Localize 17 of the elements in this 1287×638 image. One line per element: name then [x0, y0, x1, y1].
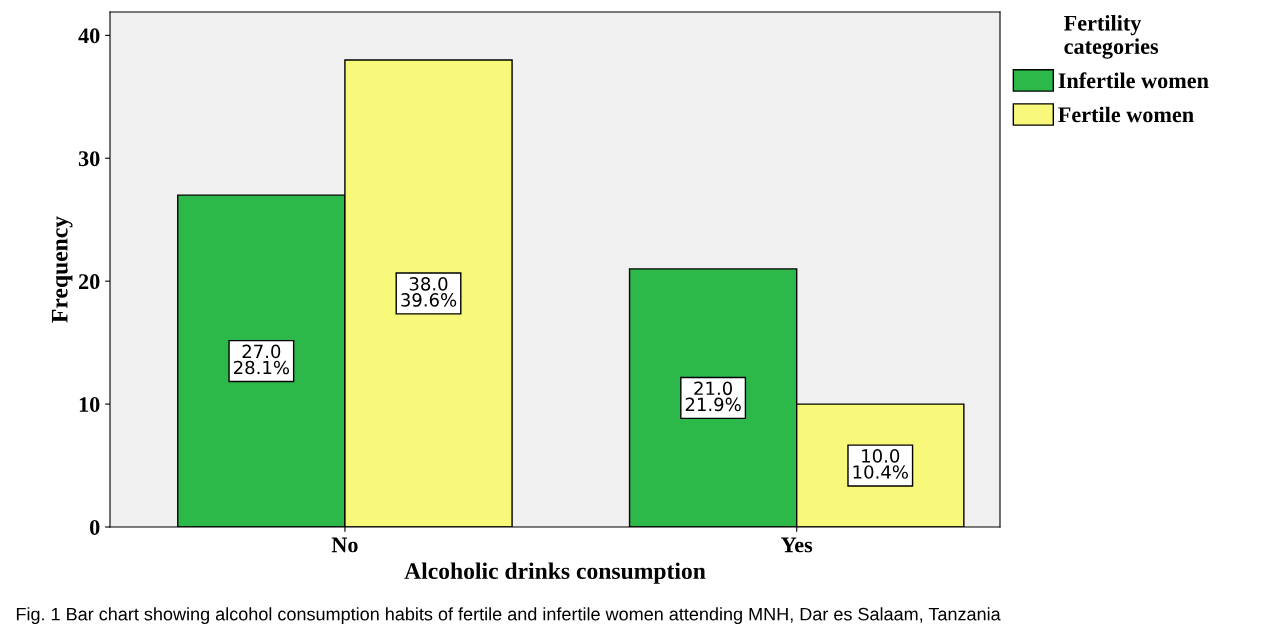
x-tick-label: No: [331, 537, 358, 553]
y-axis-title: Frequency: [51, 216, 73, 323]
data-label: 10.0 10.4%: [853, 449, 908, 479]
caption: Fig. 1 Bar chart showing alcohol consumption habits of fertile and infertile women attending MNH, Dar es Salaam, Tanzania: [16, 607, 1001, 625]
y-tick-label: 30: [78, 151, 100, 167]
data-label: 27.0 28.1%: [233, 344, 290, 375]
x-tick-label: Yes: [781, 537, 813, 553]
y-tick-label: 0: [90, 519, 100, 535]
data-label: 38.0 39.6%: [401, 277, 457, 307]
legend-title: Fertility categories: [1064, 15, 1159, 59]
legend-label: Fertile women: [1058, 106, 1194, 123]
legend-label: Infertile women: [1058, 72, 1209, 89]
data-label: 21.0 21.9%: [685, 381, 741, 412]
y-tick-label: 20: [78, 274, 100, 290]
y-tick-label: 40: [78, 28, 100, 44]
x-axis-title: Alcoholic drinks consumption: [404, 562, 706, 584]
y-tick-label: 10: [79, 397, 100, 413]
